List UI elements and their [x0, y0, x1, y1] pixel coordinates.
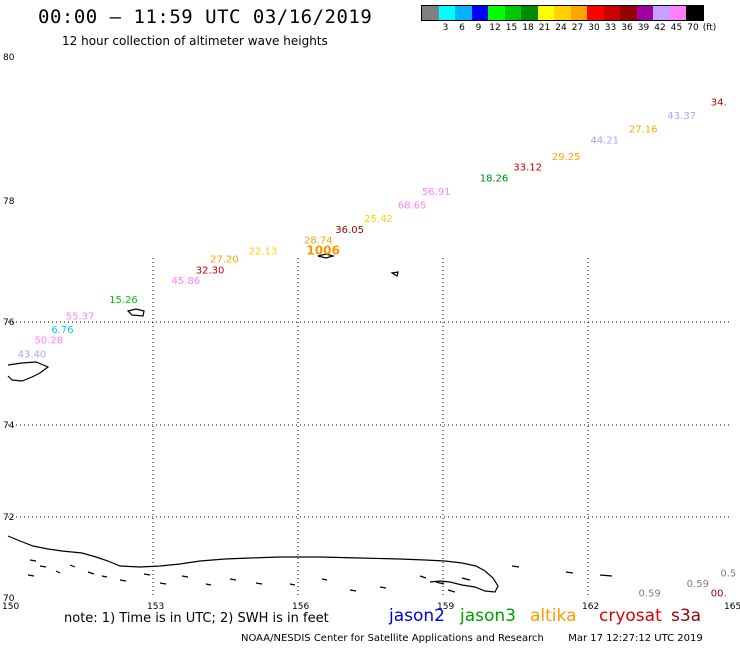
legend-label: 30 [588, 23, 600, 33]
legend-label: 21 [538, 23, 551, 33]
latitude-label: 80 [3, 53, 15, 63]
legend-label: 12 [489, 23, 501, 33]
wave-height-label: 0.59 [639, 588, 661, 599]
legend-label: 6 [459, 23, 465, 33]
legend-swatch [653, 6, 670, 20]
legend-label: 36 [621, 23, 633, 33]
wave-height-label: 27.16 [629, 125, 658, 136]
legend-swatch [537, 6, 554, 20]
satellite-s3a: s3a [671, 606, 702, 626]
legend-label: 9 [475, 23, 482, 33]
latitude-label: 70 [3, 594, 15, 604]
wave-height-label: 15.26 [109, 295, 138, 306]
legend-label: 15 [505, 23, 518, 33]
wave-height-label: 29.25 [552, 152, 581, 163]
legend-swatch [488, 6, 505, 20]
graticule [8, 258, 730, 598]
legend-swatch [620, 6, 637, 20]
longitude-label: 153 [147, 602, 164, 612]
legend-swatch [438, 6, 455, 20]
satellite-jason3: jason3 [460, 606, 516, 626]
wave-height-label: 45.86 [172, 276, 201, 287]
wave-height-label: 25.42 [364, 214, 393, 225]
satellite-jason2: jason2 [389, 606, 445, 626]
wave-height-label: 27.20 [210, 255, 239, 266]
coastline-small-island-3 [390, 271, 399, 277]
wave-height-label: 44.21 [590, 136, 619, 147]
longitude-label: 165 [724, 602, 740, 612]
legend-swatch [636, 6, 653, 20]
satellite-altika: altika [530, 606, 577, 626]
legend-label: 24 [555, 23, 567, 33]
legend-swatches [421, 5, 704, 21]
coastline-small-island-2 [317, 253, 336, 259]
coastline-islets [27, 559, 613, 593]
units-note: note: 1) Time is in UTC; 2) SWH is in fe… [64, 611, 329, 626]
legend-swatch [603, 6, 620, 20]
latitude-label: 74 [3, 421, 15, 431]
wave-height-label: 18.26 [480, 173, 509, 184]
wave-height-label: 68.65 [398, 200, 427, 211]
legend-labels: 3 6 9 12 15 18 21 24 27 30 33 36 39 42 45 70 (ft) [421, 23, 717, 35]
wave-height-label: 0.59 [687, 579, 709, 590]
wave-height-label: 32.30 [196, 265, 225, 276]
latitude-label: 78 [3, 197, 15, 207]
wave-height-label: 55.37 [66, 311, 95, 322]
legend-swatch [570, 6, 587, 20]
legend-swatch [471, 6, 488, 20]
wave-height-label: 36.05 [335, 225, 364, 236]
map-title: 00:00 – 11:59 UTC 03/16/2019 [38, 6, 373, 28]
legend-label: 33 [604, 23, 617, 33]
longitude-label: 150 [2, 602, 19, 612]
legend-label: 3 [442, 23, 449, 33]
satellite-cryosat: cryosat [599, 606, 662, 626]
wave-height-label: 1006 [306, 243, 339, 257]
legend-swatch [422, 6, 439, 20]
wave-height-label: 6.76 [51, 325, 73, 336]
legend-swatch [669, 6, 686, 20]
latitude-label: 72 [3, 513, 14, 523]
longitude-label: 162 [582, 602, 599, 612]
legend-unit: (ft) [702, 23, 717, 33]
footer-timestamp: Mar 17 12:27:12 UTC 2019 [568, 633, 703, 644]
wave-height-label: 56.91 [422, 187, 451, 198]
wave-height-label: 00. [711, 588, 727, 599]
footer: NOAA/NESDIS Center for Satellite Applica… [241, 633, 703, 644]
legend-swatch [554, 6, 571, 20]
longitude-label: 156 [292, 602, 309, 612]
legend-swatch [455, 6, 472, 20]
footer-agency: NOAA/NESDIS Center for Satellite Applica… [241, 633, 544, 644]
legend-swatch [686, 6, 703, 20]
coastline [7, 253, 613, 593]
legend-label: 18 [522, 23, 534, 33]
coastline-mainland [7, 535, 499, 593]
coastline-west-island [7, 361, 50, 382]
wave-height-label: 28.74 [304, 236, 333, 247]
wave-height-label: 43.40 [18, 349, 47, 360]
map-subtitle: 12 hour collection of altimeter wave hei… [62, 34, 328, 48]
wave-height-label: 22.13 [249, 246, 278, 257]
legend-label: 45 [670, 23, 683, 33]
coastline-small-island-1 [126, 308, 145, 317]
wave-height-label: 34. [711, 98, 727, 109]
legend-label: 27 [571, 23, 584, 33]
longitude-label: 159 [437, 602, 454, 612]
latitude-label: 76 [3, 318, 15, 328]
legend-swatch [504, 6, 521, 20]
legend-swatch [587, 6, 604, 20]
color-legend: 3 6 9 12 15 18 21 24 27 30 33 36 39 42 45 70 (ft) [421, 5, 717, 35]
wave-height-label: 33.12 [513, 163, 542, 174]
legend-label: 70 [687, 23, 699, 33]
wave-height-label: 0.5 [720, 568, 736, 579]
wave-height-label: 50.28 [34, 336, 63, 347]
legend-swatch [521, 6, 538, 20]
legend-label: 42 [654, 23, 666, 33]
legend-label: 39 [637, 23, 650, 33]
wave-height-label: 43.37 [667, 111, 696, 122]
